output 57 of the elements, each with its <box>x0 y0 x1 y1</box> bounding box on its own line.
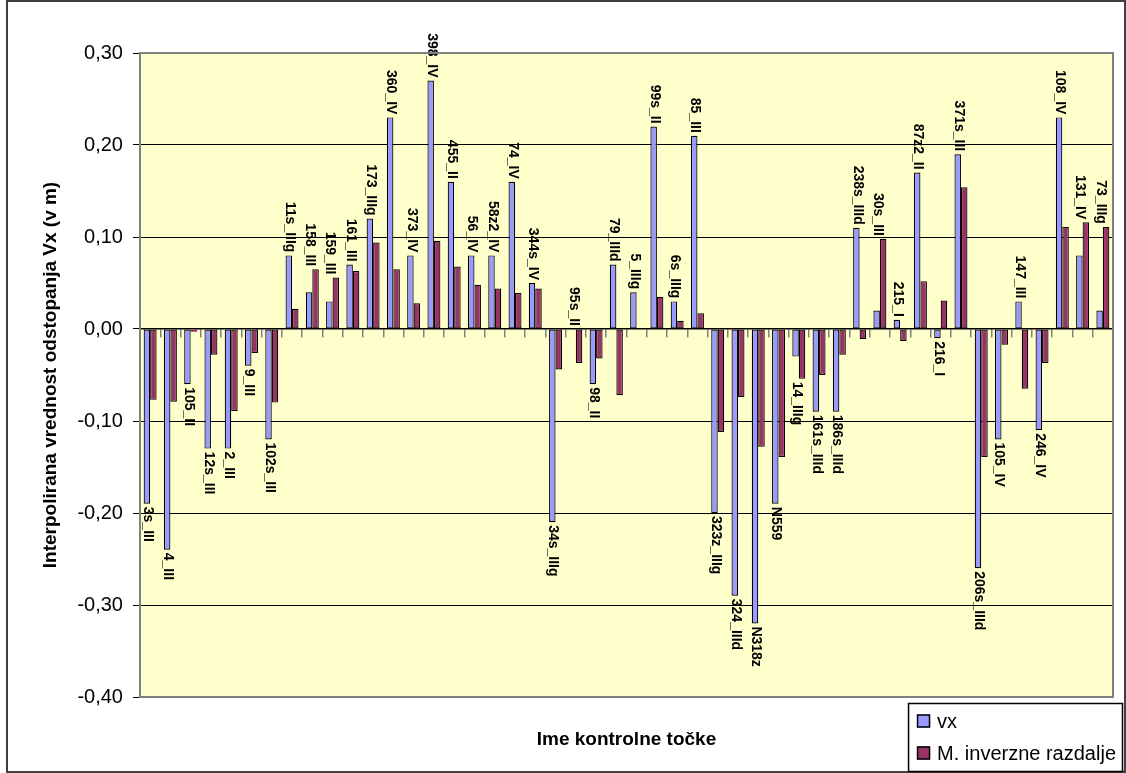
y-tick-label: 0,00 <box>84 316 123 339</box>
y-tick-label: -0,40 <box>77 684 123 707</box>
x-tick-label: 5_IIIg <box>627 253 644 290</box>
x-tick-label: 373_IV <box>404 208 421 254</box>
x-tick-label: 98_II <box>586 387 603 419</box>
y-tick-label: 0,10 <box>84 224 123 247</box>
x-tick-label: 30s_III <box>870 193 887 236</box>
y-tick-label: 0,20 <box>84 132 123 155</box>
x-tick-label: 216_I <box>931 341 948 377</box>
x-tick-label: 147_III <box>1012 255 1029 299</box>
x-tick-label: 173_IIIg <box>364 164 381 216</box>
x-tick-label: 73_IIIg <box>1093 180 1110 224</box>
x-tick-label: 12s_III <box>201 451 218 495</box>
x-tick-label: 323z_IIIg <box>708 516 725 575</box>
x-tick-label: N318z <box>749 626 766 667</box>
x-tick-label: 161s_IIId <box>809 414 826 474</box>
y-tick-label: -0,30 <box>77 592 123 615</box>
x-tick-label: 95s_II <box>566 287 583 326</box>
legend-label: vx <box>937 709 958 732</box>
legend-label: M. inverzne razdalje <box>937 741 1116 764</box>
x-tick-label: 108_IV <box>1053 70 1070 116</box>
x-tick-label: 159_III <box>323 231 340 275</box>
x-tick-label: 99s_II <box>647 84 664 124</box>
y-axis-title: Interpolirana vrednost odstopanja Vx (v m) <box>38 181 60 569</box>
x-tick-label: 215_I <box>891 281 908 317</box>
x-tick-label: 14_IIIg <box>789 381 806 426</box>
x-tick-label: 4_III <box>161 552 178 581</box>
y-tick-label: -0,10 <box>77 408 123 431</box>
x-tick-label: 34s_IIIg <box>546 525 563 577</box>
x-tick-label: 74_IV <box>505 142 522 180</box>
x-tick-label: 6s_IIIg <box>668 254 685 299</box>
x-tick-label: 158_III <box>303 223 320 267</box>
x-tick-label: 105_IV <box>992 442 1009 488</box>
x-tick-label: 79_IIId <box>607 218 624 262</box>
y-tick-label: -0,20 <box>77 500 123 523</box>
x-tick-label: 2_III <box>222 451 239 479</box>
x-tick-label: 56_IV <box>465 215 482 254</box>
x-axis-title: Ime kontrolne točke <box>536 727 717 749</box>
x-tick-label: 85_III <box>688 97 705 133</box>
x-tick-label: 58z2_IV <box>485 201 502 254</box>
x-tick-label: 3s_III <box>141 506 158 542</box>
x-tick-label: 105_II <box>181 387 198 427</box>
x-tick-label: 102s_III <box>262 442 279 494</box>
y-tick-label: 0,30 <box>84 40 123 63</box>
x-tick-label: 11s_IIIg <box>282 201 299 253</box>
x-tick-label: 360_IV <box>384 70 401 116</box>
x-tick-label: 246_IV <box>1032 433 1049 479</box>
x-tick-label: 186s_IIId <box>830 414 847 474</box>
x-tick-label: 238s_IIId <box>850 165 867 225</box>
x-tick-label: 131_IV <box>1073 174 1090 220</box>
x-tick-label: 161_III <box>343 218 360 262</box>
x-tick-label: 324_IIId <box>728 598 745 651</box>
x-tick-label: 206s_IIId <box>972 571 989 631</box>
x-tick-label: 9_III <box>242 368 259 397</box>
x-tick-label: 344s_IV <box>526 227 543 281</box>
x-tick-label: N559 <box>769 506 786 541</box>
x-tick-label: 87z2_II <box>911 123 928 170</box>
